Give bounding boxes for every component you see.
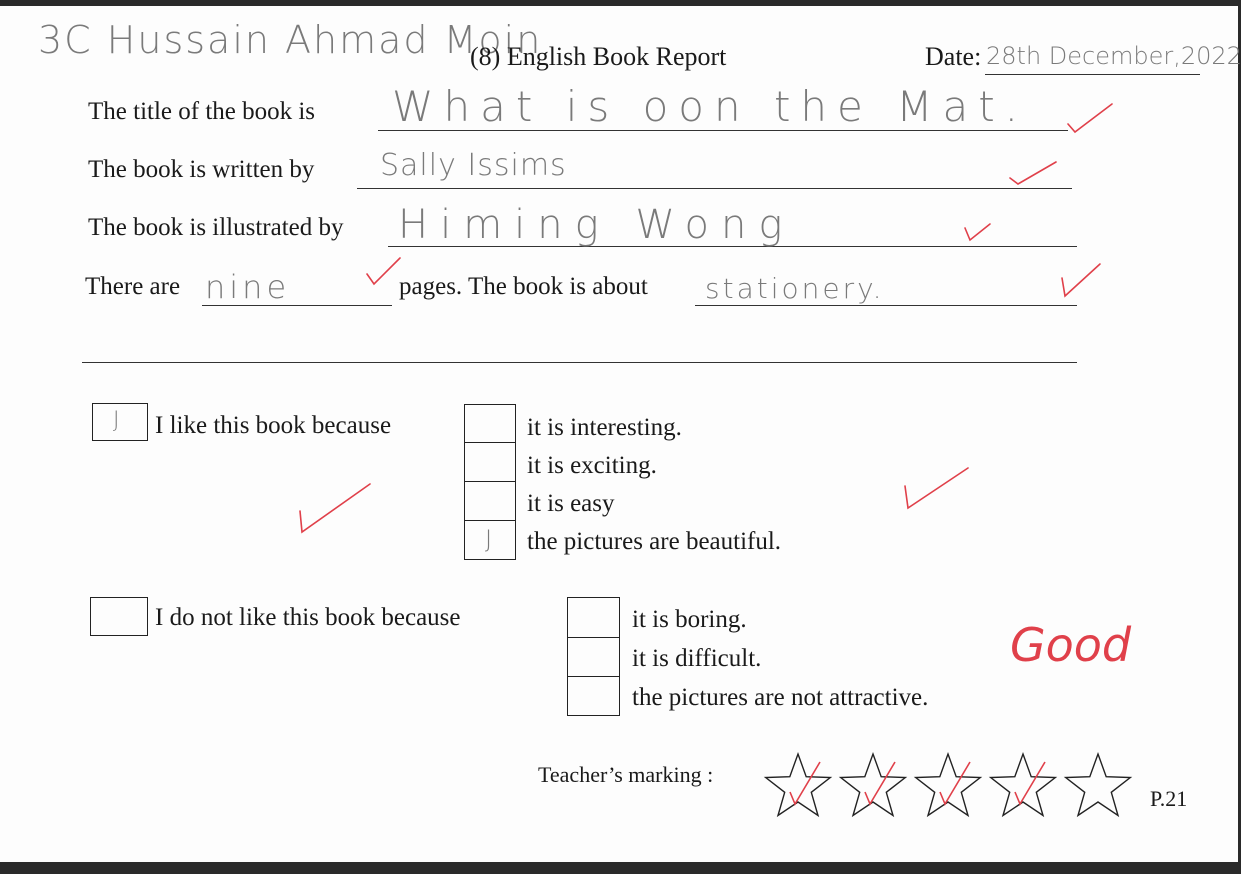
dislike-checkbox-boring[interactable] bbox=[567, 597, 620, 638]
date-label: Date: bbox=[925, 42, 982, 71]
star-icon bbox=[763, 751, 833, 818]
about-value[interactable]: stationery. bbox=[705, 272, 885, 305]
reason-exciting: it is exciting. bbox=[527, 452, 657, 479]
student-name: 3C Hussain Ahmad Moin bbox=[38, 18, 543, 62]
title-value[interactable]: What is oon the Mat. bbox=[392, 82, 1029, 131]
page-number: P.21 bbox=[1150, 786, 1188, 811]
dislike-checkbox[interactable] bbox=[90, 597, 148, 636]
tick-icon bbox=[299, 483, 371, 534]
star-icon bbox=[1063, 751, 1133, 818]
dislike-reason-pictures: the pictures are not attractive. bbox=[632, 684, 929, 711]
tick-icon bbox=[366, 257, 401, 286]
dislike-reason-boring: it is boring. bbox=[632, 606, 747, 633]
reason-checkbox-pictures[interactable]: J bbox=[464, 520, 516, 560]
star-tick-icon bbox=[864, 761, 896, 806]
date-line bbox=[985, 74, 1200, 75]
tick-icon bbox=[904, 467, 969, 510]
author-label: The book is written by bbox=[88, 156, 315, 183]
like-label: I like this book because bbox=[155, 412, 392, 439]
reason-interesting: it is interesting. bbox=[527, 414, 682, 441]
like-checkbox[interactable]: J bbox=[92, 403, 148, 441]
star-icon bbox=[913, 751, 983, 818]
dislike-checkbox-difficult[interactable] bbox=[567, 637, 620, 677]
dislike-checkbox-pictures[interactable] bbox=[567, 676, 620, 716]
dislike-label: I do not like this book because bbox=[155, 604, 461, 631]
title-label: The title of the book is bbox=[88, 98, 316, 125]
reason-checkbox-easy[interactable] bbox=[464, 481, 516, 521]
teacher-marking-label: Teacher’s marking : bbox=[538, 762, 714, 787]
like-check-mark: J bbox=[113, 408, 120, 433]
about-line bbox=[695, 305, 1077, 306]
date-value: 28th December,2022 bbox=[986, 42, 1241, 70]
dislike-reason-difficult: it is difficult. bbox=[632, 645, 762, 672]
worksheet-title: (8) English Book Report bbox=[470, 42, 727, 71]
about-label: pages. The book is about bbox=[399, 273, 648, 300]
pictures-check-mark: J bbox=[485, 525, 493, 553]
title-line bbox=[378, 130, 1068, 131]
star-tick-icon bbox=[939, 761, 971, 806]
illustrator-line bbox=[388, 246, 1077, 247]
tick-icon bbox=[1061, 263, 1101, 298]
tick-icon bbox=[1009, 161, 1057, 185]
star-icon bbox=[988, 751, 1058, 818]
author-value[interactable]: Sally Issims bbox=[380, 148, 567, 183]
reason-pictures: the pictures are beautiful. bbox=[527, 528, 782, 555]
reason-checkbox-exciting[interactable] bbox=[464, 442, 516, 482]
reason-easy: it is easy bbox=[527, 490, 615, 517]
blank-line bbox=[82, 362, 1077, 363]
tick-icon bbox=[964, 223, 991, 242]
illustrator-value[interactable]: Himing Wong bbox=[398, 202, 795, 248]
reason-checkbox-interesting[interactable] bbox=[464, 404, 516, 443]
star-tick-icon bbox=[1014, 761, 1046, 806]
pages-line bbox=[202, 305, 392, 306]
pages-value[interactable]: nine bbox=[205, 268, 291, 306]
illustrator-label: The book is illustrated by bbox=[88, 214, 344, 241]
star-icon bbox=[838, 751, 908, 818]
tick-icon bbox=[1067, 103, 1113, 134]
author-line bbox=[357, 188, 1072, 189]
star-tick-icon bbox=[789, 761, 821, 806]
worksheet-page: 3C Hussain Ahmad Moin (8) English Book R… bbox=[0, 6, 1241, 862]
star-rating bbox=[763, 751, 1133, 818]
pages-label: There are bbox=[85, 273, 181, 300]
teacher-comment: Good bbox=[1010, 618, 1132, 672]
